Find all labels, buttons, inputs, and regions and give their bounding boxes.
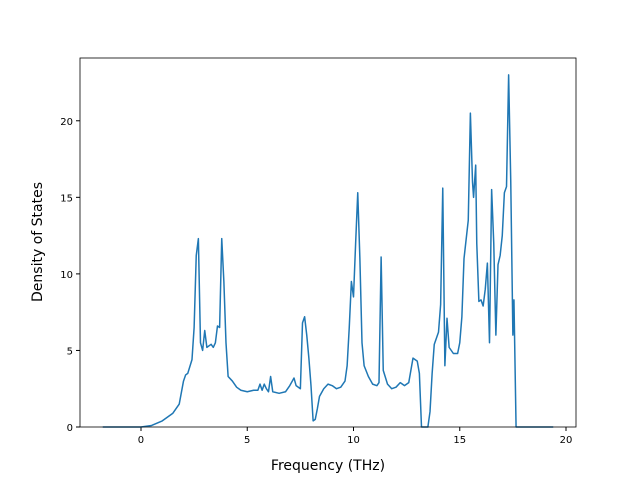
y-tick-label: 5 bbox=[67, 346, 73, 357]
x-tick-label: 0 bbox=[138, 435, 144, 446]
x-axis-label: Frequency (THz) bbox=[271, 458, 385, 474]
y-tick-label: 10 bbox=[60, 270, 73, 281]
x-tick-label: 15 bbox=[453, 435, 466, 446]
x-tick-label: 20 bbox=[560, 435, 573, 446]
plot-frame bbox=[79, 57, 577, 428]
y-axis-label: Density of States bbox=[30, 182, 46, 302]
y-tick-label: 20 bbox=[60, 117, 73, 128]
x-tick-label: 10 bbox=[347, 435, 360, 446]
x-tick-label: 5 bbox=[244, 435, 250, 446]
y-tick-label: 0 bbox=[67, 423, 73, 434]
data-line bbox=[102, 74, 554, 428]
y-tick-label: 15 bbox=[60, 193, 73, 204]
